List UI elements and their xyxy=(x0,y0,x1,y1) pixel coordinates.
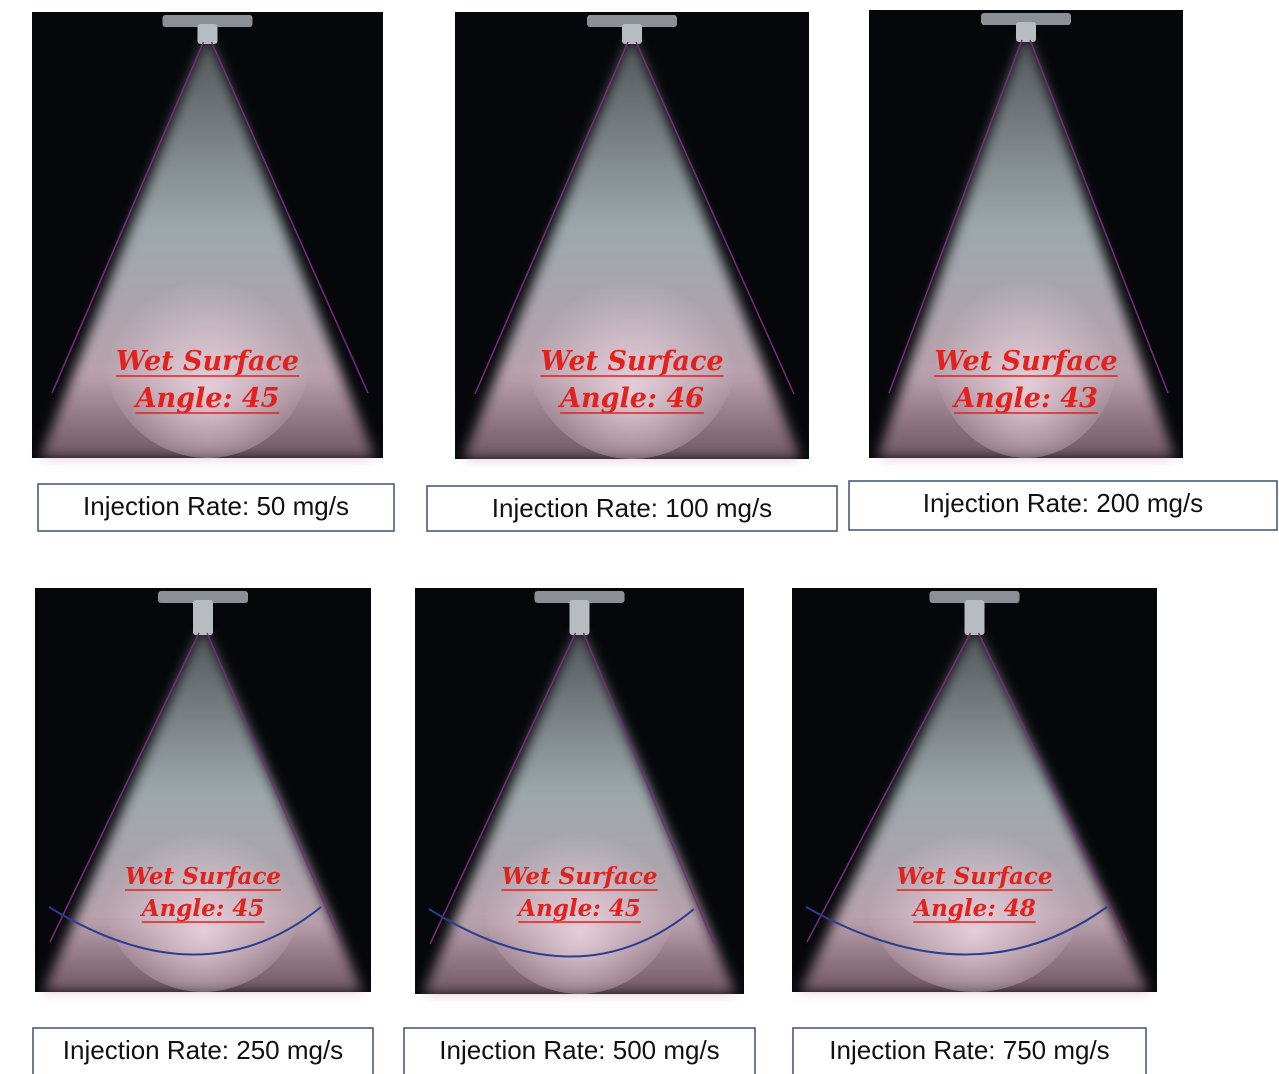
nozzle-tip xyxy=(198,24,218,44)
figure: Wet Surface Angle: 45 Injection Rate: 50 m… xyxy=(0,0,1279,1074)
spray-panel: Wet Surface Angle: 46 xyxy=(455,12,809,459)
caption: Injection Rate: 250 mg/s xyxy=(63,1035,343,1065)
overlay-label: Angle: 45 xyxy=(140,895,265,922)
overlay-label: Wet Surface xyxy=(896,863,1052,890)
spray-core xyxy=(865,790,1084,992)
overlay-label: Wet Surface xyxy=(501,863,657,890)
spray-panel: Wet Surface Angle: 48 xyxy=(792,588,1157,992)
overlay-label: Angle: 46 xyxy=(557,383,704,414)
nozzle-tip xyxy=(570,600,590,635)
overlay-label: Wet Surface xyxy=(934,346,1117,377)
spray-panel: Wet Surface Angle: 45 xyxy=(32,12,383,458)
overlay-label: Angle: 43 xyxy=(951,383,1098,414)
overlay-label: Wet Surface xyxy=(540,346,723,377)
overlay-label: Angle: 48 xyxy=(911,895,1036,922)
caption: Injection Rate: 50 mg/s xyxy=(83,491,349,521)
nozzle-tip xyxy=(622,24,642,44)
overlay-label: Wet Surface xyxy=(125,863,281,890)
caption: Injection Rate: 750 mg/s xyxy=(829,1035,1109,1065)
nozzle-tip xyxy=(1016,22,1036,42)
spray-panel: Wet Surface Angle: 45 xyxy=(415,588,744,994)
overlay-label: Wet Surface xyxy=(116,346,299,377)
caption: Injection Rate: 200 mg/s xyxy=(923,488,1203,518)
overlay-label: Angle: 45 xyxy=(516,895,641,922)
spray-core xyxy=(481,791,678,994)
spray-panel: Wet Surface Angle: 45 xyxy=(35,588,371,992)
overlay-label: Angle: 45 xyxy=(133,383,280,414)
spray-panel: Wet Surface Angle: 43 xyxy=(869,10,1183,458)
caption: Injection Rate: 100 mg/s xyxy=(492,493,772,523)
nozzle-tip xyxy=(965,600,985,635)
caption: Injection Rate: 500 mg/s xyxy=(439,1035,719,1065)
spray-core xyxy=(102,790,304,992)
nozzle-tip xyxy=(193,600,213,635)
